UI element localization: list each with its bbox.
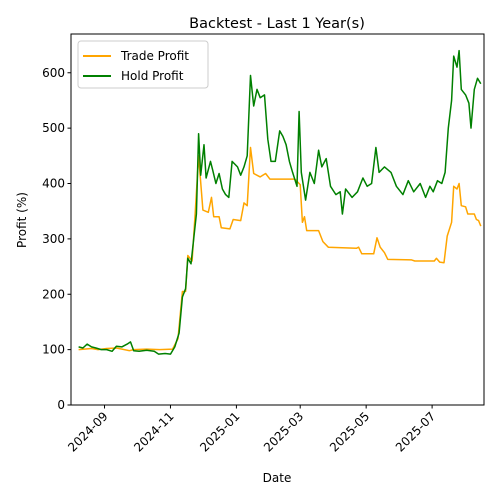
y-tick-label: 600: [42, 66, 65, 80]
plot-area: [70, 33, 485, 406]
legend: Trade Profit Hold Profit: [77, 40, 209, 89]
y-tick-label: 100: [42, 343, 65, 357]
legend-label-hold-profit: Hold Profit: [121, 69, 184, 83]
y-tick-label: 400: [42, 177, 65, 191]
series-line-hold-profit: [78, 49, 482, 355]
chart-title: Backtest - Last 1 Year(s): [189, 16, 365, 32]
plot-frame: [70, 33, 485, 406]
x-axis-title: Date: [263, 471, 292, 485]
y-axis-title: Profit (%): [15, 192, 29, 248]
legend-label-trade-profit: Trade Profit: [120, 49, 189, 63]
y-tick-label: 300: [42, 232, 65, 246]
series-layer: [78, 49, 482, 355]
y-tick-label: 500: [42, 121, 65, 135]
y-axis: 0 100 200 300 400 500 600: [42, 66, 71, 412]
y-tick-label: 200: [42, 287, 65, 301]
y-tick-label: 0: [57, 398, 65, 412]
